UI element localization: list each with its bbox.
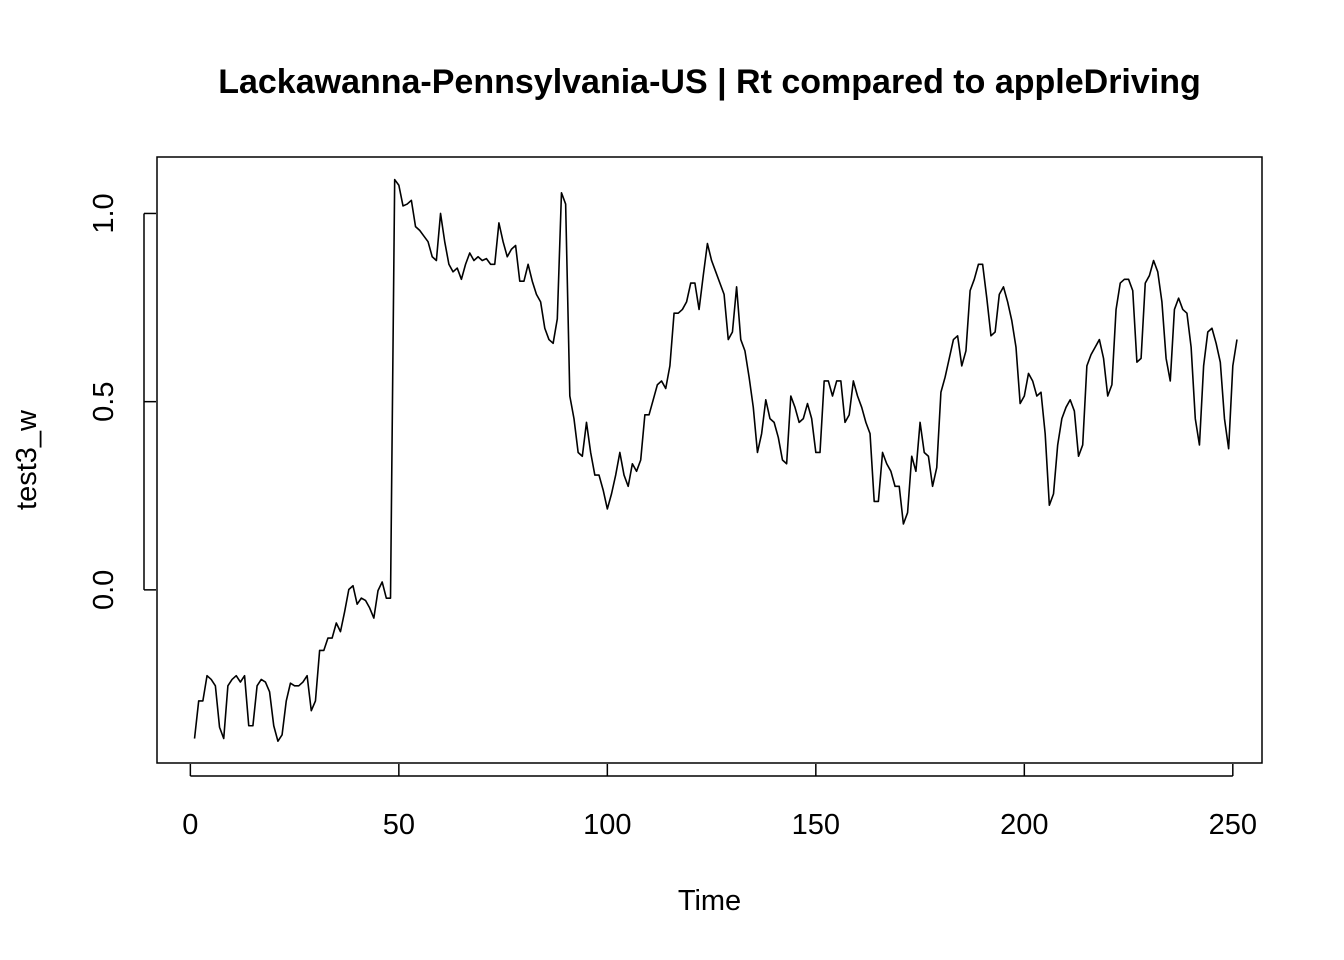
y-tick-label: 0.5 bbox=[88, 381, 120, 421]
y-axis-label: test3_w bbox=[11, 409, 43, 510]
x-tick-label: 0 bbox=[182, 809, 198, 841]
x-tick-label: 250 bbox=[1209, 809, 1257, 841]
x-axis: 0 50 100 150 200 250 bbox=[182, 764, 1257, 841]
x-tick-label: 200 bbox=[1000, 809, 1048, 841]
x-tick-label: 100 bbox=[583, 809, 631, 841]
series-line bbox=[193, 178, 1238, 742]
x-axis-label: Time bbox=[678, 885, 741, 917]
y-tick-label: 0.0 bbox=[88, 570, 120, 610]
plot-frame bbox=[156, 156, 1263, 764]
x-tick-label: 150 bbox=[792, 809, 840, 841]
x-tick-label: 50 bbox=[383, 809, 415, 841]
y-tick-label: 1.0 bbox=[88, 193, 120, 233]
y-axis: 0.0 0.5 1.0 bbox=[88, 193, 156, 610]
chart-title: Lackawanna-Pennsylvania-US | Rt compared… bbox=[218, 63, 1201, 101]
